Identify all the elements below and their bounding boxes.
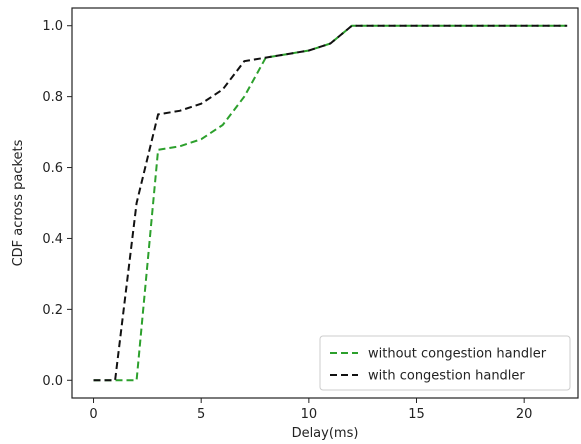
x-axis-label: Delay(ms) <box>292 426 359 440</box>
series-line-0 <box>93 24 568 382</box>
x-tick-label: 10 <box>301 407 318 422</box>
y-axis-ticks: 0.0 0.2 0.4 0.6 0.8 1.0 <box>42 19 72 389</box>
y-tick-label: 1.0 <box>42 19 63 34</box>
y-axis-label: CDF across packets <box>11 139 26 266</box>
y-tick-label: 0.8 <box>42 90 63 105</box>
legend: without congestion handler with congestio… <box>319 335 571 391</box>
x-tick-label: 5 <box>197 407 205 422</box>
x-axis-ticks: 0 5 10 15 20 <box>89 398 532 422</box>
series-layer <box>93 24 568 382</box>
y-tick-label: 0.0 <box>42 374 63 389</box>
legend-label: with congestion handler <box>368 369 525 384</box>
x-tick-label: 15 <box>408 407 425 422</box>
y-tick-label: 0.2 <box>42 303 63 318</box>
x-tick-label: 20 <box>516 407 533 422</box>
plot-area <box>71 7 579 399</box>
legend-box <box>319 335 571 391</box>
legend-label: without congestion handler <box>368 347 547 362</box>
y-tick-label: 0.4 <box>42 232 63 247</box>
y-tick-label: 0.6 <box>42 161 63 176</box>
x-tick-label: 0 <box>89 407 97 422</box>
series-line-1 <box>93 24 568 382</box>
